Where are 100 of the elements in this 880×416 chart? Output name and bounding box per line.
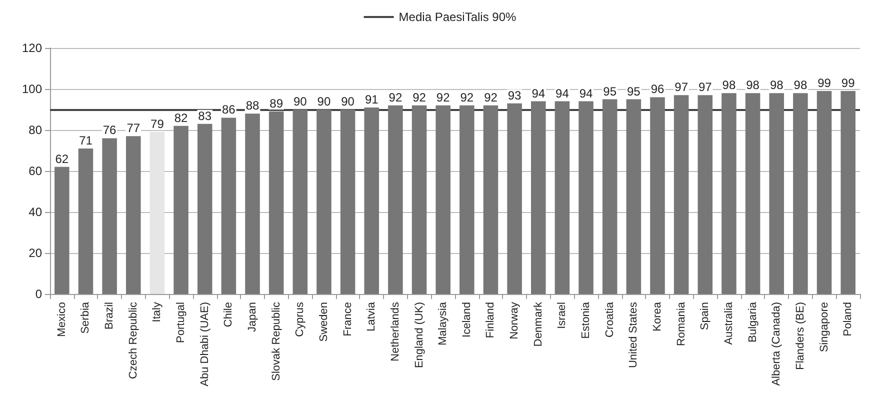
x-tick-label: Czech Republic (127, 302, 140, 380)
y-tick-label: 120 (22, 41, 42, 55)
data-label: 98 (794, 78, 808, 92)
data-label: 71 (79, 133, 93, 148)
x-tick-label: Finland (484, 302, 497, 338)
bar (840, 91, 856, 294)
x-tick-label: England (UK) (413, 302, 426, 368)
x-tick-label: Flanders (BE) (794, 302, 806, 370)
data-label: 92 (412, 90, 426, 104)
data-label: 92 (484, 90, 498, 104)
bar (530, 101, 546, 294)
x-tick-label: Estonia (580, 301, 592, 339)
x-tick-label: United States (628, 302, 640, 368)
bar (816, 91, 832, 294)
data-label: 94 (532, 86, 546, 100)
data-label: 93 (508, 88, 522, 102)
bar (412, 105, 427, 294)
data-label: 99 (841, 76, 856, 90)
data-label: 97 (698, 80, 712, 94)
y-tick-label: 80 (28, 123, 42, 137)
x-tick-label: Latvia (366, 301, 378, 332)
data-label: 86 (222, 102, 236, 117)
y-tick-label: 100 (22, 82, 42, 96)
data-label: 92 (460, 90, 474, 104)
bar (769, 93, 784, 294)
bar (197, 124, 212, 294)
x-tick-label: Abu Dhabi (UAE) (198, 302, 211, 386)
bar (268, 112, 284, 294)
x-tick-label: Malaysia (437, 301, 450, 346)
x-tick-label: Portugal (175, 302, 188, 343)
x-tick-label: Mexico (56, 302, 68, 337)
bar (364, 107, 380, 294)
bar (245, 114, 260, 294)
bar (650, 97, 665, 294)
x-tick-label: Poland (842, 302, 854, 336)
x-tick-label: Denmark (532, 302, 544, 347)
bar (698, 95, 713, 294)
data-label: 79 (150, 117, 164, 132)
bar (174, 126, 188, 294)
data-label: 62 (55, 152, 69, 166)
bar (745, 93, 760, 294)
x-tick-label: Romania (675, 301, 688, 346)
x-tick-label: Slovak Republic (270, 302, 282, 381)
data-label: 91 (364, 92, 379, 106)
y-tick-label: 60 (28, 164, 42, 178)
x-tick-label: Spain (699, 302, 712, 330)
data-label: 99 (818, 76, 832, 90)
bar (54, 166, 70, 294)
bar (102, 138, 117, 294)
x-tick-label: Chile (222, 302, 235, 328)
x-tick-label: Japan (246, 302, 258, 332)
bar (554, 101, 570, 294)
x-tick-label: Brazil (104, 302, 116, 330)
x-tick-label: Serbia (80, 301, 92, 334)
bar (221, 118, 236, 294)
x-tick-label: Bulgaria (746, 301, 759, 342)
bar (626, 99, 642, 294)
x-tick-label: Israel (556, 302, 568, 329)
x-tick-label: France (342, 302, 354, 336)
data-label: 90 (293, 94, 308, 108)
data-label: 90 (341, 94, 355, 108)
x-tick-label: Croatia (604, 301, 616, 338)
data-label: 82 (174, 110, 188, 125)
bar (483, 105, 498, 294)
y-tick-label: 0 (35, 287, 42, 301)
bar (292, 110, 308, 294)
bar (674, 95, 689, 294)
bar (722, 93, 736, 294)
data-label: 77 (126, 121, 140, 136)
bar (316, 110, 332, 294)
data-label: 88 (246, 98, 260, 113)
data-label: 92 (436, 90, 450, 104)
data-label: 95 (626, 84, 641, 98)
bar (388, 105, 403, 294)
data-label: 92 (388, 90, 402, 104)
data-label: 94 (556, 86, 570, 100)
data-label: 90 (317, 94, 331, 108)
x-tick-label: Alberta (Canada) (770, 302, 783, 386)
data-label: 96 (650, 82, 664, 96)
x-tick-label: Iceland (460, 302, 473, 338)
data-label: 83 (198, 108, 212, 123)
x-tick-label: Italy (151, 302, 164, 322)
data-label: 89 (270, 96, 284, 111)
x-tick-label: Australia (722, 301, 735, 345)
bar (507, 103, 522, 294)
bar (793, 93, 808, 294)
x-tick-label: Sweden (318, 302, 330, 342)
data-label: 95 (603, 84, 617, 98)
data-label: 94 (579, 86, 594, 100)
bar (340, 110, 356, 294)
bar (150, 132, 165, 294)
bar (578, 101, 594, 294)
y-tick-label: 40 (28, 205, 42, 219)
x-tick-label: Norway (508, 302, 521, 340)
data-label: 97 (674, 80, 688, 94)
bar (460, 105, 474, 294)
data-label: 98 (746, 78, 760, 92)
data-label: 98 (770, 78, 784, 92)
x-tick-label: Netherlands (389, 302, 402, 362)
bar (126, 136, 141, 294)
